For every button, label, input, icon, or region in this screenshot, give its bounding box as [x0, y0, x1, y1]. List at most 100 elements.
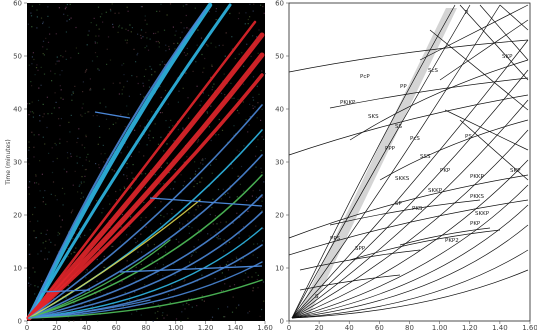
noise-dot — [236, 196, 238, 198]
noise-dot — [182, 128, 184, 130]
noise-dot — [86, 156, 88, 158]
noise-dot — [87, 34, 89, 36]
noise-dot — [186, 156, 188, 158]
noise-dot — [126, 167, 128, 169]
noise-dot — [185, 54, 187, 56]
noise-dot — [51, 171, 54, 174]
noise-dot — [170, 119, 172, 121]
noise-dot — [54, 73, 56, 75]
noise-dot — [27, 23, 29, 25]
noise-dot — [60, 118, 62, 120]
noise-dot — [135, 280, 137, 282]
x-tick-label: 80 — [405, 324, 414, 330]
noise-dot — [84, 169, 86, 171]
noise-dot — [39, 3, 41, 6]
noise-dot — [228, 241, 231, 243]
noise-dot — [161, 227, 163, 229]
noise-dot — [28, 282, 30, 284]
noise-dot — [245, 119, 247, 121]
noise-dot — [260, 119, 262, 121]
noise-dot — [137, 52, 139, 54]
y-tick-label: 60 — [275, 0, 284, 8]
noise-dot — [223, 239, 225, 241]
noise-dot — [188, 298, 190, 300]
noise-dot — [81, 192, 83, 194]
noise-dot — [163, 183, 165, 185]
curve-label: ScS — [428, 68, 439, 74]
noise-dot — [220, 290, 222, 292]
noise-dot — [45, 203, 47, 205]
noise-dot — [42, 21, 44, 23]
noise-dot — [158, 197, 160, 199]
noise-dot — [143, 75, 145, 77]
noise-dot — [261, 70, 263, 72]
noise-dot — [88, 160, 90, 162]
noise-dot — [108, 128, 110, 130]
noise-dot — [129, 225, 131, 228]
noise-dot — [78, 185, 80, 187]
noise-dot — [28, 163, 30, 165]
noise-dot — [121, 93, 123, 95]
noise-dot — [263, 138, 265, 140]
noise-dot — [82, 103, 84, 105]
noise-dot — [39, 160, 41, 162]
noise-dot — [175, 318, 178, 320]
noise-dot — [252, 10, 254, 12]
noise-dot — [46, 126, 48, 129]
traveltime-curve — [299, 274, 401, 291]
noise-dot — [207, 45, 209, 47]
noise-dot — [256, 278, 258, 281]
noise-dot — [42, 136, 44, 138]
noise-dot — [121, 64, 123, 66]
noise-dot — [200, 100, 202, 102]
noise-dot — [195, 61, 197, 63]
noise-dot — [32, 112, 35, 114]
noise-dot — [244, 23, 246, 25]
noise-dot — [65, 50, 67, 52]
noise-dot — [141, 251, 143, 253]
noise-dot — [101, 13, 103, 15]
noise-dot — [85, 70, 87, 72]
x-tick-label: 1.20 — [462, 324, 478, 330]
seismic-branch — [28, 299, 151, 319]
noise-dot — [235, 256, 237, 258]
noise-dot — [31, 101, 33, 103]
noise-dot — [239, 183, 241, 185]
noise-dot — [252, 254, 254, 256]
noise-dot — [255, 272, 257, 274]
noise-dot — [252, 76, 255, 78]
noise-dot — [95, 293, 97, 295]
noise-dot — [64, 8, 66, 10]
noise-dot — [163, 317, 165, 319]
noise-dot — [77, 191, 79, 193]
noise-dot — [111, 3, 113, 5]
noise-dot — [67, 157, 69, 159]
curve-label: SS — [395, 124, 402, 130]
noise-dot — [238, 12, 240, 14]
noise-dot — [159, 112, 162, 114]
noise-dot — [154, 174, 156, 176]
noise-dot — [33, 146, 35, 148]
noise-dot — [82, 81, 84, 83]
noise-dot — [140, 233, 142, 235]
noise-dot — [73, 320, 75, 322]
y-tick-label: 60 — [13, 0, 22, 8]
noise-dot — [210, 42, 212, 44]
noise-dot — [224, 94, 226, 96]
noise-dot — [34, 206, 36, 209]
noise-dot — [43, 73, 46, 75]
noise-dot — [194, 161, 196, 163]
noise-dot — [44, 247, 46, 249]
noise-dot — [234, 264, 236, 267]
noise-dot — [238, 304, 240, 306]
noise-dot — [96, 280, 98, 282]
noise-dot — [210, 76, 212, 78]
noise-dot — [182, 5, 184, 7]
noise-dot — [187, 117, 190, 119]
noise-dot — [124, 39, 126, 41]
traveltime-curve — [459, 4, 529, 81]
noise-dot — [88, 30, 90, 32]
noise-dot — [98, 69, 100, 71]
noise-dot — [121, 27, 123, 29]
